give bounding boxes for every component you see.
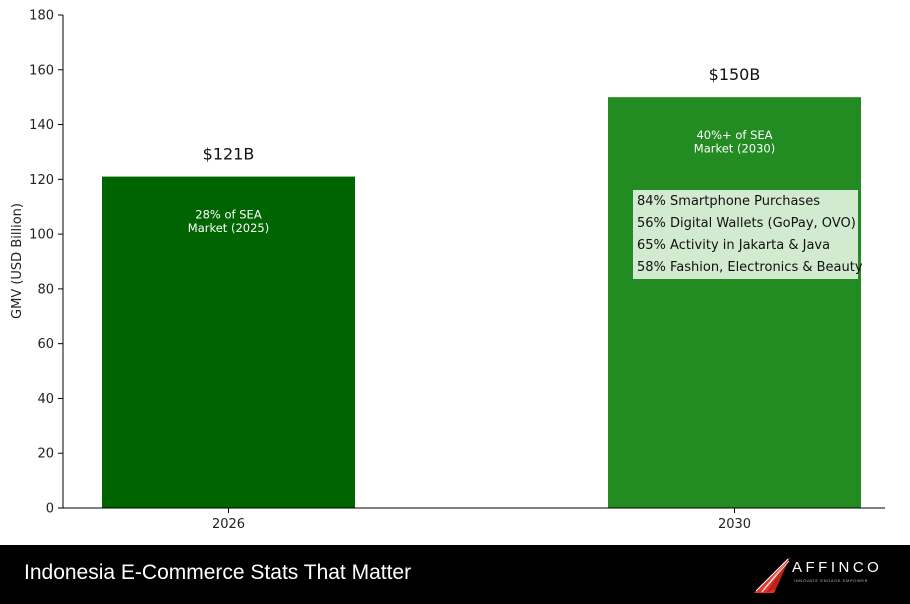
- y-axis-label: GMV (USD Billion): [10, 203, 25, 319]
- y-tick-label: 140: [29, 118, 54, 133]
- bar-inner-label: 28% of SEA: [195, 208, 262, 222]
- y-tick-label: 20: [37, 447, 54, 462]
- bar-value-label: $150B: [709, 65, 761, 84]
- annotation-background: [633, 190, 858, 279]
- affinco-logo-icon: [754, 557, 790, 593]
- y-tick-label: 100: [29, 228, 54, 243]
- bar-value-label: $121B: [203, 145, 255, 164]
- logo-wordmark: AFFINCO: [792, 559, 883, 576]
- x-axis-ticks: 2026 2030: [212, 508, 751, 532]
- annotation-line: 84% Smartphone Purchases: [637, 194, 820, 209]
- y-tick-label: 80: [37, 282, 54, 297]
- x-tick-label: 2026: [212, 517, 245, 532]
- bar-inner-label: Market (2030): [694, 142, 775, 156]
- annotation-line: 65% Activity in Jakarta & Java: [637, 238, 830, 253]
- y-tick-label: 120: [29, 173, 54, 188]
- logo-tagline: INNOVATE ENGAGE EMPOWER: [794, 578, 869, 583]
- y-tick-label: 0: [46, 502, 54, 517]
- footer-title: Indonesia E-Commerce Stats That Matter: [24, 561, 412, 584]
- footer-banner: Indonesia E-Commerce Stats That Matter A…: [0, 545, 910, 604]
- stats-annotation-box: 84% Smartphone Purchases 56% Digital Wall…: [633, 190, 863, 279]
- y-tick-label: 160: [29, 63, 54, 78]
- affinco-logo: AFFINCO INNOVATE ENGAGE EMPOWER: [752, 553, 902, 597]
- bar-inner-label: Market (2025): [188, 221, 269, 235]
- bar-2030: [608, 97, 861, 509]
- gmv-bar-chart: 0 20 40 60 80 100 120 140 160 180 $121B 28% of SEA…: [10, 9, 885, 532]
- y-tick-label: 180: [29, 9, 54, 24]
- annotation-line: 56% Digital Wallets (GoPay, OVO): [637, 216, 856, 231]
- y-axis-ticks: 0 20 40 60 80 100 120 140 160 180: [29, 9, 63, 517]
- bar-inner-label: 40%+ of SEA: [696, 128, 772, 142]
- y-tick-label: 60: [37, 337, 54, 352]
- x-tick-label: 2030: [718, 517, 751, 532]
- y-tick-label: 40: [37, 392, 54, 407]
- annotation-line: 58% Fashion, Electronics & Beauty: [637, 260, 863, 275]
- bar-2026: [102, 176, 355, 508]
